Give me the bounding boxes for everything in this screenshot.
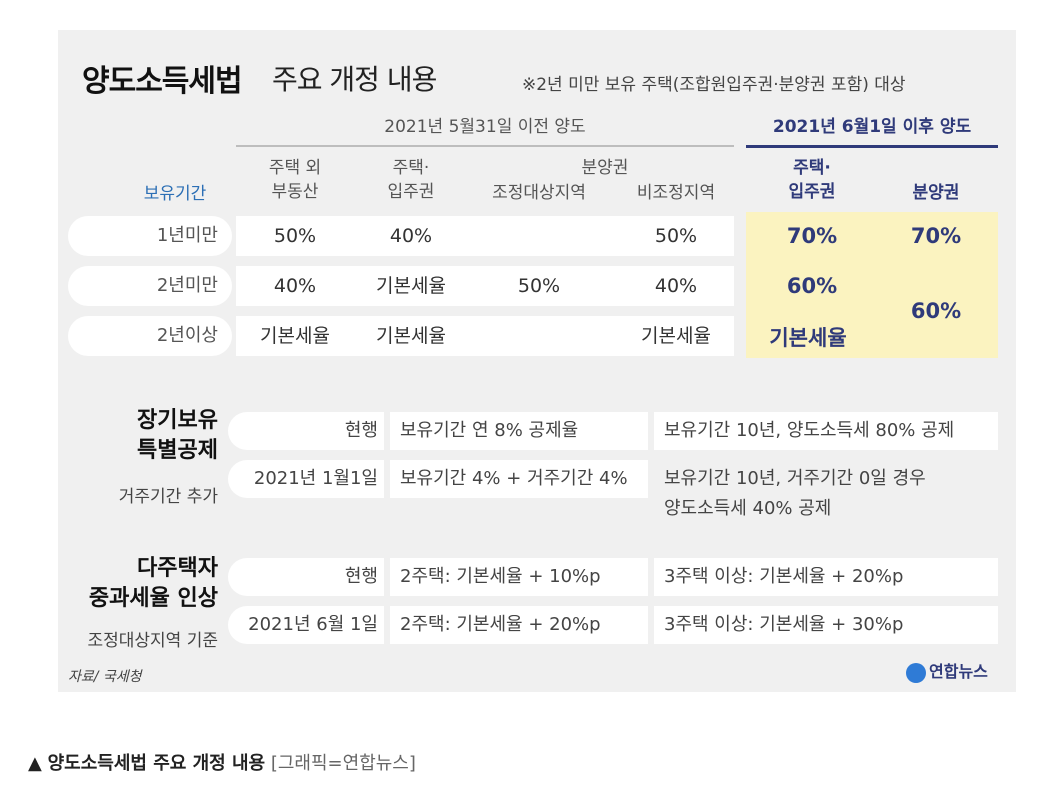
row-bg-2	[236, 266, 734, 306]
logo-icon	[906, 662, 926, 683]
multi-three-bg-1	[654, 558, 998, 596]
row-label-2: 2년미만	[156, 275, 218, 296]
after-header: 2021년 6월1일 이후 양도	[772, 117, 972, 137]
multi-title: 다주택자 중과세율 인상	[88, 556, 218, 611]
source-note: 자료/ 국세청	[68, 669, 142, 685]
cell-other-2: 40%	[273, 275, 317, 297]
longterm-example-1: 보유기간 10년, 양도소득세 80% 공제	[664, 420, 955, 441]
before-header-line	[236, 145, 734, 147]
cell-house-3: 기본세율	[376, 325, 446, 347]
multi-when-2: 2021년 6월 1일	[248, 614, 378, 635]
longterm-rule-bg-2	[390, 460, 648, 498]
row-bg-3	[236, 316, 734, 356]
col-header-after-presale: 분양권	[912, 183, 960, 203]
col-header-adjusted: 조정대상지역	[492, 183, 586, 203]
after-header-line	[746, 145, 998, 148]
longterm-example-2: 보유기간 10년, 거주기간 0일 경우	[664, 468, 926, 489]
caption-credit: [그래픽=연합뉴스]	[270, 753, 416, 774]
multi-when-bg-2	[228, 606, 384, 644]
cell-non-adjusted-3: 기본세율	[641, 325, 711, 347]
cell-after-house-2: 60%	[786, 274, 838, 298]
col-header-after-house: 주택· 입주권	[788, 158, 836, 202]
cell-adjusted-2: 50%	[517, 275, 561, 297]
multi-two-bg-1	[390, 558, 648, 596]
cell-house-2: 기본세율	[376, 275, 446, 297]
col-header-other: 주택 외 부동산	[268, 158, 322, 202]
cell-after-presale-2: 60%	[910, 299, 962, 323]
infographic-subtitle: 주요 개정 내용	[272, 63, 437, 96]
row-label-3: 2년이상	[156, 325, 218, 346]
longterm-rule-2: 보유기간 4% + 거주기간 4%	[400, 468, 628, 489]
multi-when-bg-1	[228, 558, 384, 596]
multi-three-bg-2	[654, 606, 998, 644]
row-pill-2	[68, 266, 232, 306]
longterm-example-2-line2: 양도소득세 40% 공제	[664, 498, 832, 519]
col-header-house: 주택· 입주권	[387, 158, 435, 202]
cell-after-presale-1: 70%	[910, 224, 962, 248]
multi-two-1: 2주택: 기본세율 + 10%p	[400, 566, 601, 587]
caption-title: 양도소득세법 주요 개정 내용	[47, 753, 266, 774]
cell-non-adjusted-2: 40%	[654, 275, 698, 297]
cell-non-adjusted-1: 50%	[654, 225, 698, 247]
longterm-example-bg-1	[654, 412, 998, 450]
multi-three-1: 3주택 이상: 기본세율 + 20%p	[664, 566, 904, 587]
longterm-subtitle: 거주기간 추가	[118, 487, 218, 507]
multi-two-bg-2	[390, 606, 648, 644]
longterm-when-2: 2021년 1월1일	[253, 468, 378, 489]
cell-other-3: 기본세율	[260, 325, 330, 347]
multi-when-1: 현행	[344, 566, 378, 587]
multi-three-2: 3주택 이상: 기본세율 + 30%p	[664, 614, 904, 635]
multi-subtitle: 조정대상지역 기준	[87, 631, 218, 651]
longterm-when-bg-2	[228, 460, 384, 498]
col-header-non-adjusted: 비조정지역	[636, 183, 716, 203]
longterm-title: 장기보유 특별공제	[137, 408, 218, 463]
after-highlight	[746, 212, 998, 358]
yonhap-logo: 연합뉴스	[906, 658, 988, 683]
longterm-rule-bg-1	[390, 412, 648, 450]
cell-after-house-1: 70%	[786, 224, 838, 248]
cell-house-1: 40%	[389, 225, 433, 247]
longterm-when-1: 현행	[344, 420, 378, 441]
infographic-note: ※2년 미만 보유 주택(조합원입주권·분양권 포함) 대상	[522, 75, 906, 95]
row-pill-1	[68, 216, 232, 256]
cell-other-1: 50%	[273, 225, 317, 247]
cell-after-house-3: 기본세율	[769, 326, 847, 350]
longterm-when-bg-1	[228, 412, 384, 450]
col-header-period: 보유기간	[143, 184, 207, 204]
caption-triangle-icon: ▲	[28, 753, 42, 774]
image-caption: ▲ 양도소득세법 주요 개정 내용 [그래픽=연합뉴스]	[28, 749, 416, 775]
longterm-rule-1: 보유기간 연 8% 공제율	[400, 420, 579, 441]
row-label-1: 1년미만	[156, 225, 218, 246]
row-bg-1	[236, 216, 734, 256]
row-pill-3	[68, 316, 232, 356]
before-header: 2021년 5월31일 이전 양도	[384, 117, 586, 137]
col-header-presale-group: 분양권	[581, 158, 629, 178]
multi-two-2: 2주택: 기본세율 + 20%p	[400, 614, 601, 635]
infographic-title: 양도소득세법	[82, 64, 243, 99]
